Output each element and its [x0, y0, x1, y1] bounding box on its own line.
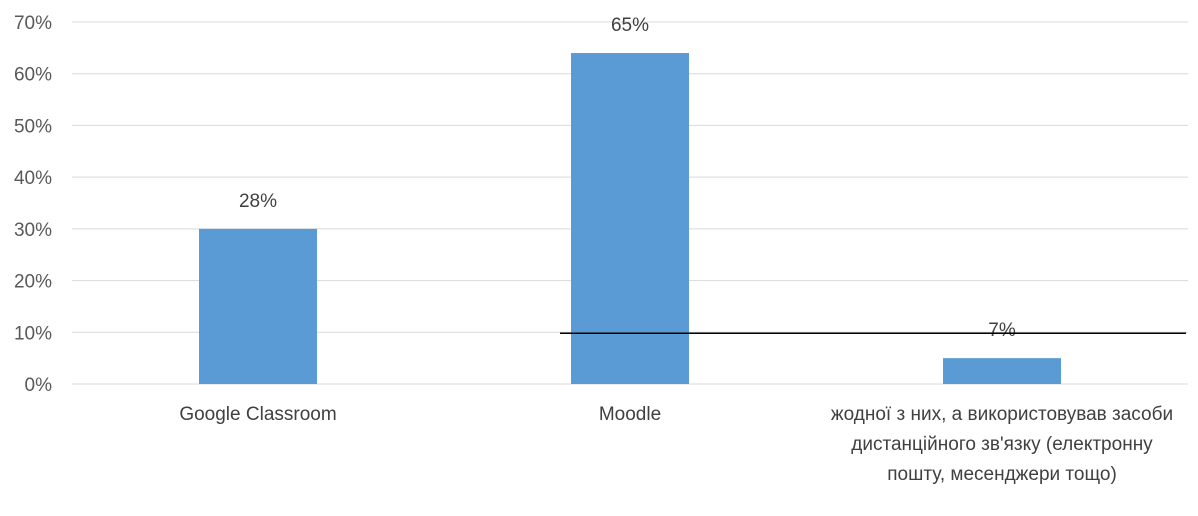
category-label: Moodle — [598, 404, 662, 425]
bar — [943, 358, 1061, 384]
bars — [199, 53, 1061, 385]
data-label: 65% — [611, 15, 649, 36]
y-tick-label: 20% — [14, 272, 52, 293]
bar — [571, 53, 689, 385]
y-tick-label: 30% — [14, 220, 52, 241]
y-tick-label: 70% — [14, 13, 52, 34]
bar — [199, 228, 317, 384]
y-tick-label: 40% — [14, 168, 52, 189]
data-label: 7% — [988, 320, 1016, 341]
y-axis: 0% 10% 20% 30% 40% 50% 60% 70% — [14, 13, 52, 396]
y-tick-label: 50% — [14, 116, 52, 137]
y-tick-label: 60% — [14, 65, 52, 86]
y-tick-label: 10% — [14, 323, 52, 344]
category-label: Google Classroom — [179, 404, 337, 425]
category-label: жодної з них, а використовував засоби ди… — [830, 404, 1174, 485]
data-labels: 28% 65% 7% — [239, 15, 1016, 341]
y-tick-label: 0% — [25, 375, 53, 396]
data-label: 28% — [239, 191, 277, 212]
